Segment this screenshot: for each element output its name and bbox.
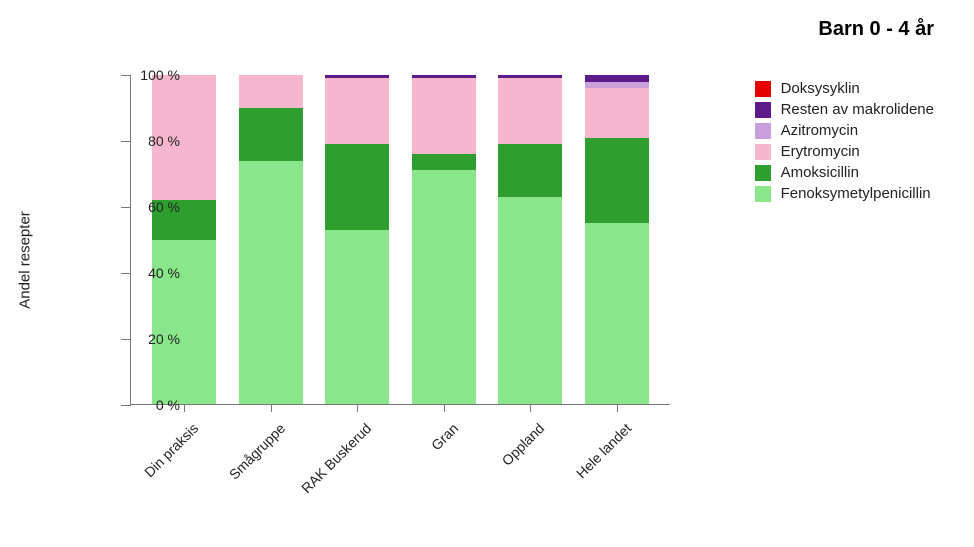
- y-tick-label: 20 %: [130, 331, 180, 347]
- plot-area: Din praksis Smågruppe RAK Buskerud Gran Oppl…: [130, 75, 670, 405]
- legend-item: Fenoksymetylpenicillin: [755, 185, 934, 202]
- x-tick: [184, 404, 185, 412]
- bar-segment: [239, 161, 303, 404]
- chart-area: Andel resepter Din praksisSmågruppeRAK B…: [70, 75, 670, 445]
- bar-segment: [498, 197, 562, 404]
- y-tick-label: 40 %: [130, 265, 180, 281]
- bar-segment: [498, 144, 562, 197]
- legend-label: Doksysyklin: [781, 80, 860, 97]
- bar-segment: [498, 78, 562, 144]
- bar-segment: [585, 75, 649, 82]
- legend-label: Resten av makrolidene: [781, 101, 934, 118]
- bar-column: Smågruppe: [239, 75, 303, 404]
- legend-label: Erytromycin: [781, 143, 860, 160]
- bar-segment: [412, 154, 476, 170]
- bar-segment: [412, 78, 476, 154]
- bar-column: RAK Buskerud: [325, 75, 389, 404]
- bar-segment: [325, 230, 389, 404]
- bar-segment: [585, 82, 649, 89]
- bar-column: Din praksis: [152, 75, 216, 404]
- legend-swatch: [755, 186, 771, 202]
- y-tick-label: 100 %: [130, 67, 180, 83]
- legend-swatch: [755, 102, 771, 118]
- y-tick-label: 0 %: [130, 397, 180, 413]
- legend-label: Azitromycin: [781, 122, 859, 139]
- bar-segment: [585, 223, 649, 404]
- x-tick: [530, 404, 531, 412]
- legend-swatch: [755, 123, 771, 139]
- legend-item: Azitromycin: [755, 122, 934, 139]
- y-tick-label: 60 %: [130, 199, 180, 215]
- bar-column: Oppland: [498, 75, 562, 404]
- legend-item: Erytromycin: [755, 143, 934, 160]
- bars-container: Din praksis Smågruppe RAK Buskerud Gran Oppl…: [131, 75, 670, 404]
- legend-swatch: [755, 165, 771, 181]
- legend-label: Amoksicillin: [781, 164, 859, 181]
- bar-segment: [325, 78, 389, 144]
- x-tick: [271, 404, 272, 412]
- legend-item: Doksysyklin: [755, 80, 934, 97]
- legend-item: Resten av makrolidene: [755, 101, 934, 118]
- x-tick: [617, 404, 618, 412]
- legend-swatch: [755, 144, 771, 160]
- bar-segment: [585, 138, 649, 224]
- bar-column: Gran: [412, 75, 476, 404]
- legend-item: Amoksicillin: [755, 164, 934, 181]
- bar-segment: [412, 170, 476, 404]
- chart-title: Barn 0 - 4 år: [818, 18, 934, 41]
- x-tick: [444, 404, 445, 412]
- x-tick: [357, 404, 358, 412]
- bar-column: Hele landet: [585, 75, 649, 404]
- legend-swatch: [755, 81, 771, 97]
- legend: Doksysyklin Resten av makrolidene Azitromy…: [755, 80, 934, 206]
- y-axis-label: Andel resepter: [17, 211, 34, 309]
- bar-segment: [239, 108, 303, 161]
- bar-segment: [585, 88, 649, 137]
- bar-segment: [325, 144, 389, 230]
- legend-label: Fenoksymetylpenicillin: [781, 185, 931, 202]
- bar-segment: [239, 75, 303, 108]
- y-tick-label: 80 %: [130, 133, 180, 149]
